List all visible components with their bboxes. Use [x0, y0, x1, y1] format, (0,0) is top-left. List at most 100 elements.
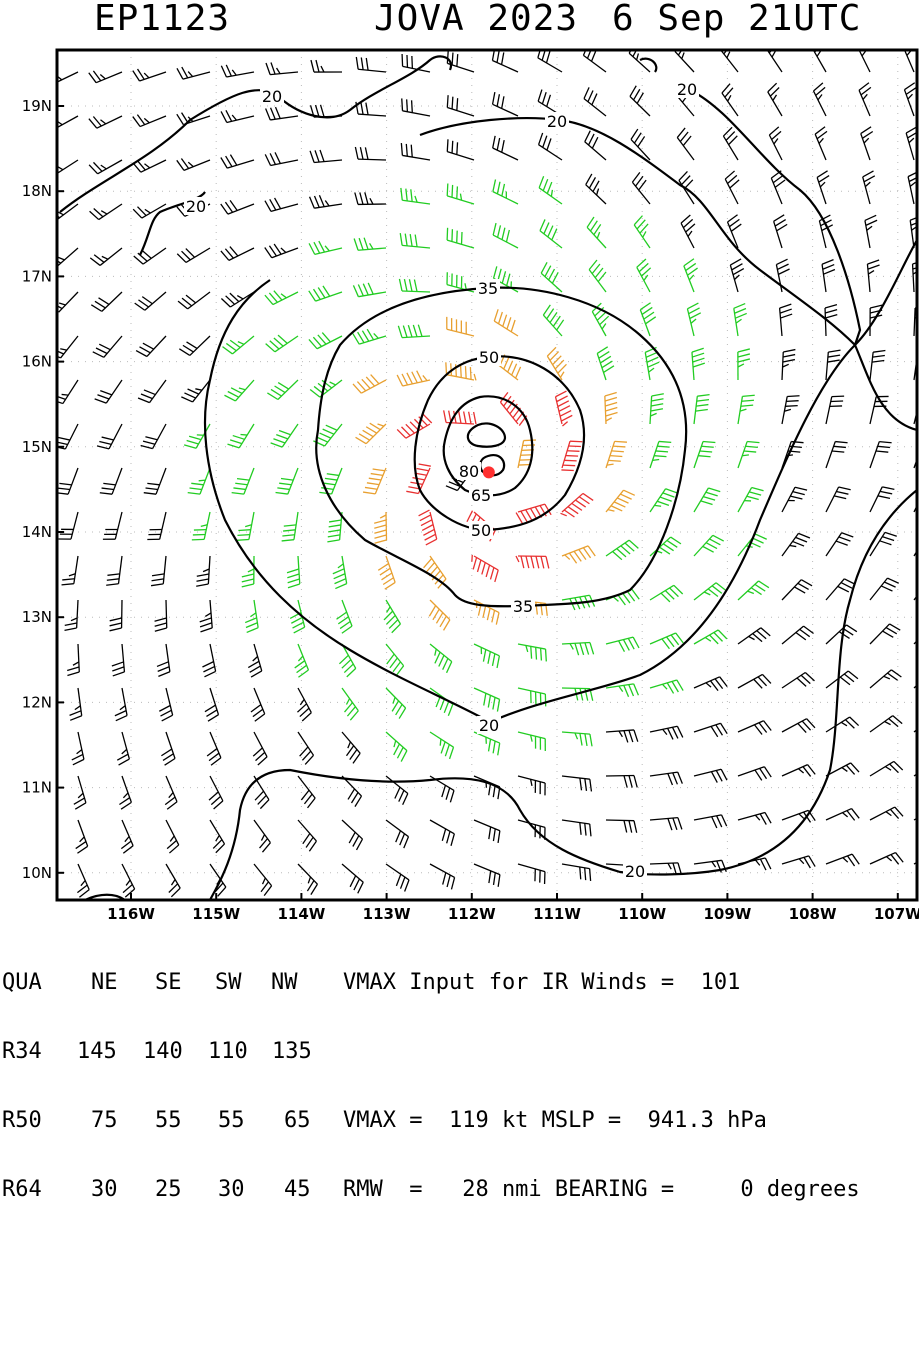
wind-barb	[694, 535, 724, 556]
row-label: R34	[2, 1040, 42, 1063]
wind-barb	[583, 44, 606, 72]
wind-barb	[684, 259, 698, 292]
table-row-r34: R34 145 140 110 135	[0, 1040, 53, 1063]
wind-barb	[606, 441, 627, 468]
wind-barb	[117, 732, 129, 765]
wind-barb	[738, 767, 771, 781]
wind-barb	[310, 150, 342, 163]
wind-barb	[356, 423, 386, 443]
wind-barb	[518, 864, 545, 884]
wind-barb	[45, 160, 78, 175]
wind-barb	[402, 98, 430, 116]
contour-label: 35	[478, 279, 498, 298]
wind-barb	[606, 490, 635, 512]
wind-barb	[819, 215, 832, 248]
wind-barb	[606, 820, 637, 833]
wind-barb	[430, 864, 455, 889]
wind-barb	[76, 820, 88, 853]
wind-barb	[177, 67, 210, 79]
wind-barb	[89, 71, 122, 83]
wind-barb	[681, 215, 695, 248]
wind-barb	[65, 600, 78, 630]
r34-sw: 110	[208, 1040, 248, 1063]
wind-barb	[606, 684, 638, 697]
wind-barb	[333, 556, 347, 589]
vmax-input-line: VMAX Input for IR Winds = 101	[343, 971, 740, 994]
wind-barb	[782, 396, 800, 424]
wind-barb	[353, 375, 386, 394]
wind-barb	[782, 856, 815, 868]
wind-barb	[815, 127, 827, 160]
wind-barb	[562, 820, 591, 836]
wind-barb	[356, 57, 386, 72]
wind-barb	[562, 776, 591, 791]
wind-barb	[237, 512, 254, 540]
wind-barb	[650, 680, 683, 694]
r34-nw: 135	[272, 1040, 312, 1063]
wind-barb	[205, 688, 219, 721]
wind-barb	[539, 176, 562, 204]
wind-barb	[606, 637, 639, 652]
wind-barb	[447, 184, 474, 204]
wind-barb	[401, 188, 430, 204]
wind-barb	[115, 688, 127, 721]
wind-barb	[133, 69, 166, 81]
wind-barb	[738, 812, 771, 824]
wind-barb	[245, 600, 258, 632]
wind-barb	[397, 371, 430, 386]
wind-barb	[817, 171, 829, 204]
wind-barb	[606, 730, 638, 742]
wind-barb	[472, 555, 498, 582]
wind-barb	[177, 158, 210, 170]
wind-barb	[606, 775, 637, 787]
wind-barb	[166, 864, 180, 897]
wind-barb	[518, 644, 546, 661]
wind-barb	[738, 581, 769, 600]
contour-label: 65	[471, 486, 491, 505]
wind-barb	[474, 864, 500, 887]
wind-barb	[374, 512, 386, 543]
wind-barb	[605, 393, 618, 424]
wind-barb	[134, 248, 166, 264]
wind-barb	[782, 626, 814, 644]
wind-barb	[493, 136, 518, 160]
wind-barb	[399, 279, 430, 292]
wind-barb	[516, 556, 549, 568]
wind-barb	[221, 155, 254, 169]
wind-barb	[637, 259, 651, 292]
wind-barb	[161, 732, 175, 765]
contour-label: 35	[513, 597, 533, 616]
wind-barb	[861, 127, 873, 160]
wind-barb	[721, 40, 738, 72]
wind-barb	[543, 305, 563, 336]
wind-barb	[493, 223, 518, 248]
wind-barb	[782, 580, 812, 600]
wind-barb	[200, 600, 213, 632]
wind-barb	[133, 115, 166, 127]
lat-label: 17N	[22, 267, 52, 285]
wind-barb	[870, 578, 899, 600]
r50-ne: 75	[91, 1109, 118, 1132]
lat-label: 12N	[22, 693, 52, 711]
wind-barb	[556, 391, 573, 426]
lat-label: 14N	[22, 523, 52, 541]
wind-barb	[47, 248, 78, 266]
wind-barb	[859, 83, 871, 116]
wind-barb	[768, 83, 782, 116]
wind-barb	[112, 644, 125, 676]
wind-barb	[493, 180, 518, 204]
wind-barb	[266, 335, 298, 352]
wind-barb	[694, 677, 727, 691]
wind-barb	[253, 732, 267, 765]
table-header-row: QUA NE SE SW NW VMAX Input for IR Winds …	[0, 971, 53, 994]
lon-label: 109W	[703, 905, 751, 923]
lon-label: 107W	[874, 905, 919, 923]
wind-barb	[826, 487, 851, 512]
wind-barb	[589, 260, 606, 292]
table-row-r64: R64 30 25 30 45 RMW = 28 nmi BEARING = 0…	[0, 1178, 53, 1201]
wind-barb	[597, 347, 614, 380]
lat-label: 19N	[22, 97, 52, 115]
wind-barb	[592, 303, 608, 336]
